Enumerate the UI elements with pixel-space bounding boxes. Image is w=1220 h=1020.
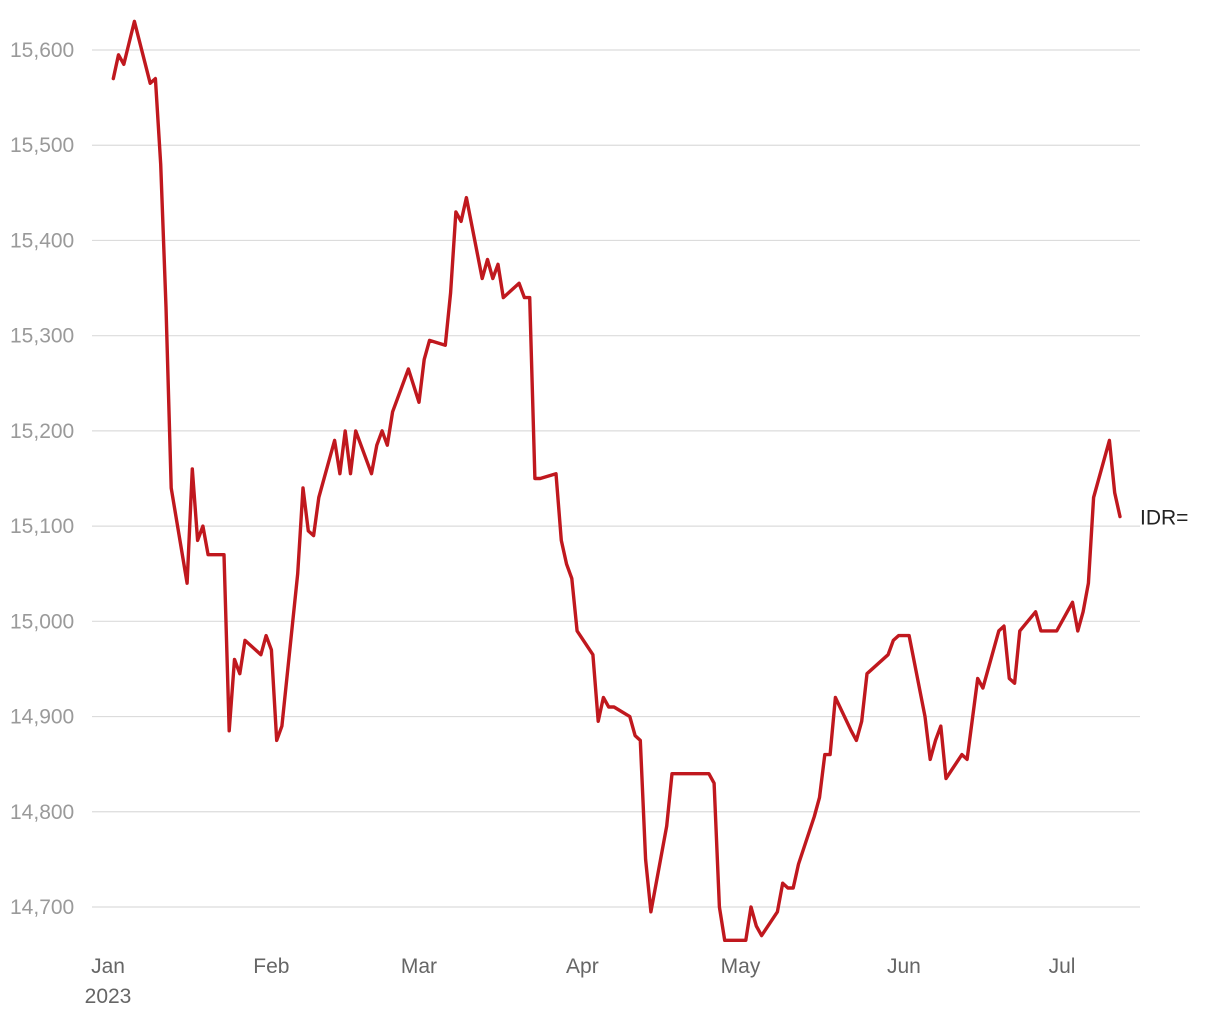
x-tick-label: Apr [566, 955, 599, 978]
y-tick-label: 14,800 [10, 801, 74, 824]
series-line [111, 19, 1122, 942]
x-tick-label: Feb [253, 955, 289, 978]
y-axis: 14,700 14,800 14,900 15,000 15,100 15,200 15,3… [10, 39, 74, 919]
x-tick-label: Jun [887, 955, 921, 978]
y-tick-label: 14,900 [10, 706, 74, 729]
y-tick-label: 15,000 [10, 610, 74, 633]
y-tick-label: 15,200 [10, 420, 74, 443]
y-tick-label: 15,400 [10, 229, 74, 252]
series-end-label: IDR= [1140, 507, 1188, 530]
x-tick-label: May [721, 955, 761, 978]
x-tick-sublabel: 2023 [85, 985, 132, 1008]
y-tick-label: 15,100 [10, 515, 74, 538]
x-tick-label: Mar [401, 955, 437, 978]
x-axis: Jan 2023 Feb Mar Apr May Jun Jul [85, 955, 1076, 1008]
x-tick-label: Jul [1049, 955, 1076, 978]
y-tick-label: 14,700 [10, 896, 74, 919]
x-tick-label: Jan [91, 955, 125, 978]
y-tick-label: 15,600 [10, 39, 74, 62]
series-group: IDR= [111, 19, 1188, 942]
y-tick-label: 15,500 [10, 134, 74, 157]
gridlines [92, 49, 1140, 908]
y-tick-label: 15,300 [10, 325, 74, 348]
